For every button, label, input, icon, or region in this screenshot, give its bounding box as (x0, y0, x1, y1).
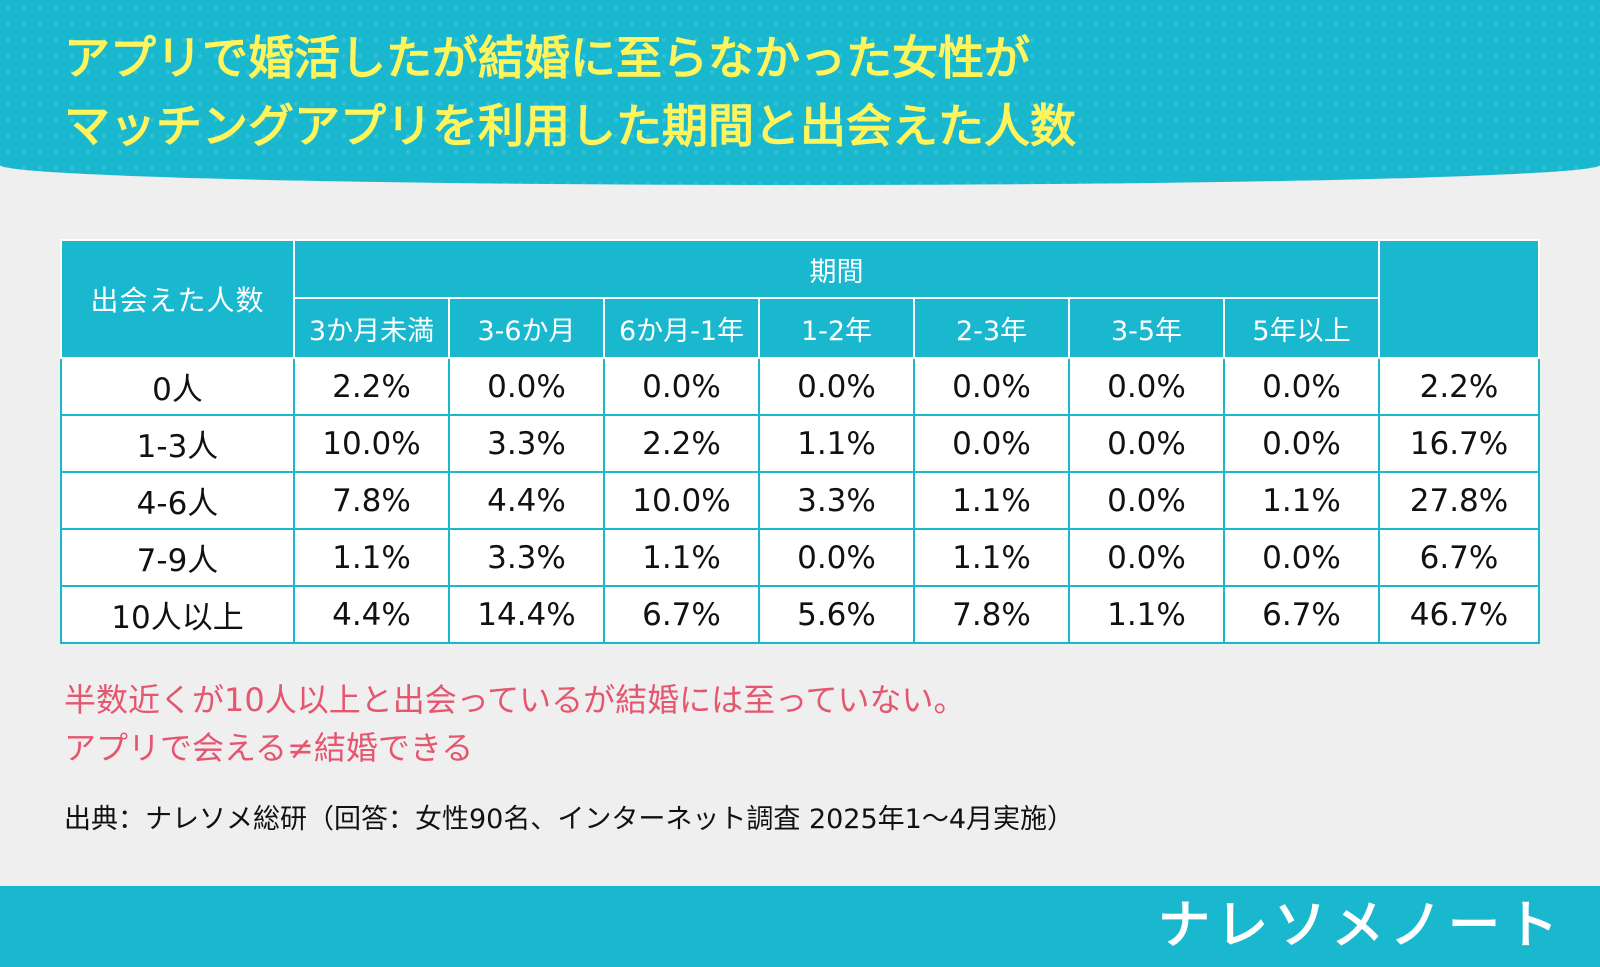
column-group-title: 期間 (293, 239, 1380, 299)
value-cell: 0.0% (1068, 414, 1225, 473)
period-header-6: 3-5年 (1068, 297, 1225, 359)
value-cell: 1.1% (913, 528, 1070, 587)
value-cell: 10.0% (603, 471, 760, 530)
note-line-1: 半数近くが10人以上と出会っているが結婚には至っていない。 (64, 681, 966, 719)
total-cell: 46.7% (1378, 585, 1540, 644)
note-line-2: アプリで会える≠結婚できる (64, 729, 474, 767)
value-cell: 2.2% (293, 357, 450, 416)
period-header-5: 2-3年 (913, 297, 1070, 359)
value-cell: 0.0% (1068, 357, 1225, 416)
period-header-1: 3か月未満 (293, 297, 450, 359)
value-cell: 1.1% (758, 414, 915, 473)
value-cell: 0.0% (1068, 471, 1225, 530)
row-label: 10人以上 (60, 585, 295, 644)
row-header-title: 出会えた人数 (60, 239, 295, 359)
period-header-2: 3-6か月 (448, 297, 605, 359)
total-cell: 2.2% (1378, 357, 1540, 416)
period-header-4: 1-2年 (758, 297, 915, 359)
value-cell: 0.0% (448, 357, 605, 416)
value-cell: 6.7% (603, 585, 760, 644)
value-cell: 14.4% (448, 585, 605, 644)
value-cell: 1.1% (293, 528, 450, 587)
value-cell: 7.8% (913, 585, 1070, 644)
value-cell: 10.0% (293, 414, 450, 473)
row-label: 0人 (60, 357, 295, 416)
row-label: 7-9人 (60, 528, 295, 587)
value-cell: 6.7% (1223, 585, 1380, 644)
value-cell: 0.0% (758, 357, 915, 416)
value-cell: 1.1% (913, 471, 1070, 530)
total-cell: 27.8% (1378, 471, 1540, 530)
value-cell: 0.0% (1223, 528, 1380, 587)
value-cell: 0.0% (913, 357, 1070, 416)
value-cell: 7.8% (293, 471, 450, 530)
period-header-row: 3か月未満 3-6か月 6か月-1年 1-2年 2-3年 3-5年 5年以上 (61, 297, 1539, 359)
value-cell: 3.3% (448, 414, 605, 473)
row-label: 4-6人 (60, 471, 295, 530)
total-cell: 16.7% (1378, 414, 1540, 473)
value-cell: 1.1% (603, 528, 760, 587)
table-row: 10人以上 4.4% 14.4% 6.7% 5.6% 7.8% 1.1% 6.7% 46.7% (60, 585, 1540, 644)
title-line-2: マッチングアプリを利用した期間と出会えた人数 (64, 99, 1076, 153)
total-column-header (1378, 239, 1540, 359)
value-cell: 2.2% (603, 414, 760, 473)
period-header-3: 6か月-1年 (603, 297, 760, 359)
total-cell: 6.7% (1378, 528, 1540, 587)
value-cell: 0.0% (913, 414, 1070, 473)
table-row: 0人 2.2% 0.0% 0.0% 0.0% 0.0% 0.0% 0.0% 2.2% (60, 357, 1540, 416)
value-cell: 3.3% (758, 471, 915, 530)
table-body: 0人 2.2% 0.0% 0.0% 0.0% 0.0% 0.0% 0.0% 2.2% 1-3人 10… (60, 357, 1540, 644)
brand-logo: ナレソメノート (1157, 896, 1564, 956)
period-header-7: 5年以上 (1223, 297, 1380, 359)
value-cell: 0.0% (1223, 357, 1380, 416)
table-row: 1-3人 10.0% 3.3% 2.2% 1.1% 0.0% 0.0% 0.0% 16.7% (60, 414, 1540, 473)
value-cell: 5.6% (758, 585, 915, 644)
footer-bar: ナレソメノート (0, 886, 1600, 967)
data-table: 出会えた人数 期間 3か月未満 3-6か月 6か月-1年 1-2年 2-3年 3-5年 5年… (60, 239, 1540, 644)
value-cell: 1.1% (1223, 471, 1380, 530)
source-text: 出典：ナレソメ総研（回答：女性90名、インターネット調査 2025年1～4月実施… (64, 804, 1075, 835)
value-cell: 0.0% (758, 528, 915, 587)
value-cell: 0.0% (1223, 414, 1380, 473)
value-cell: 3.3% (448, 528, 605, 587)
value-cell: 4.4% (293, 585, 450, 644)
header-banner: アプリで婚活したが結婚に至らなかった女性が マッチングアプリを利用した期間と出会… (0, 0, 1600, 185)
title-line-1: アプリで婚活したが結婚に至らなかった女性が (64, 31, 1030, 85)
value-cell: 1.1% (1068, 585, 1225, 644)
row-label: 1-3人 (60, 414, 295, 473)
value-cell: 4.4% (448, 471, 605, 530)
value-cell: 0.0% (1068, 528, 1225, 587)
table-row: 7-9人 1.1% 3.3% 1.1% 0.0% 1.1% 0.0% 0.0% 6.7% (60, 528, 1540, 587)
value-cell: 0.0% (603, 357, 760, 416)
table-row: 4-6人 7.8% 4.4% 10.0% 3.3% 1.1% 0.0% 1.1% 27.8% (60, 471, 1540, 530)
